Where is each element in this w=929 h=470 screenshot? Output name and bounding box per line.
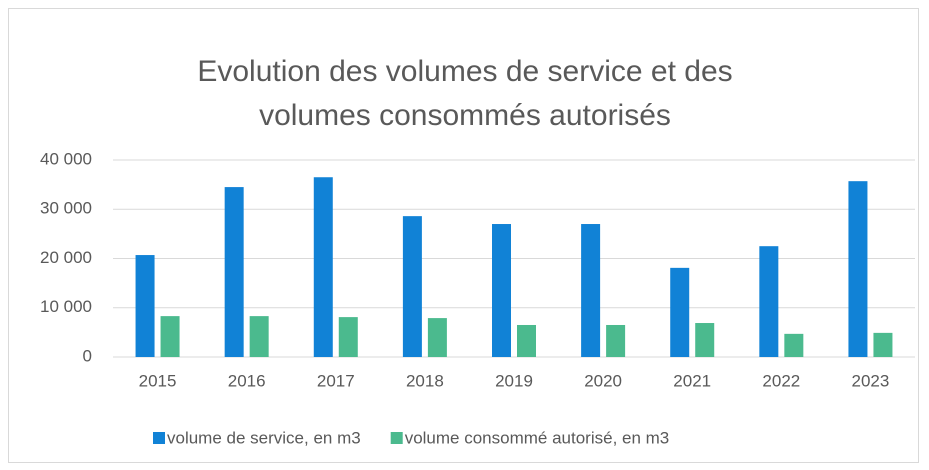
x-tick-label: 2015: [139, 371, 177, 390]
y-tick-label: 20 000: [40, 248, 92, 267]
y-tick-label: 10 000: [40, 297, 92, 316]
x-tick-label: 2018: [406, 371, 444, 390]
chart-title: Evolution des volumes de service et des …: [197, 55, 733, 132]
bar: [224, 187, 244, 357]
bar: [160, 316, 180, 357]
bar: [784, 333, 804, 357]
x-tick-label: 2021: [673, 371, 711, 390]
x-tick-label: 2017: [317, 371, 355, 390]
bar: [338, 317, 358, 357]
chart-frame: [8, 8, 919, 463]
x-tick-label: 2019: [495, 371, 533, 390]
y-tick-label: 40 000: [40, 149, 92, 168]
bar: [313, 177, 333, 357]
bar: [759, 246, 779, 357]
legend-label: volume de service, en m3: [167, 428, 361, 447]
bar: [695, 323, 715, 357]
bar: [606, 324, 626, 357]
y-tick-label: 30 000: [40, 199, 92, 218]
bar: [135, 255, 155, 357]
bar: [427, 318, 447, 357]
bar: [670, 267, 690, 357]
legend-swatch: [153, 432, 165, 444]
bar: [402, 216, 422, 357]
legend-swatch: [390, 432, 403, 444]
bar: [848, 181, 868, 357]
x-tick-label: 2023: [852, 371, 890, 390]
legend-label: volume consommé autorisé, en m3: [405, 428, 670, 447]
bar: [249, 316, 269, 357]
bar: [492, 224, 511, 357]
x-tick-label: 2016: [228, 371, 266, 390]
x-tick-label: 2022: [762, 371, 800, 390]
y-tick-label: 0: [83, 346, 92, 365]
bar: [873, 332, 893, 357]
bar: [517, 324, 536, 357]
bar: [581, 224, 601, 357]
x-tick-label: 2020: [584, 371, 622, 390]
